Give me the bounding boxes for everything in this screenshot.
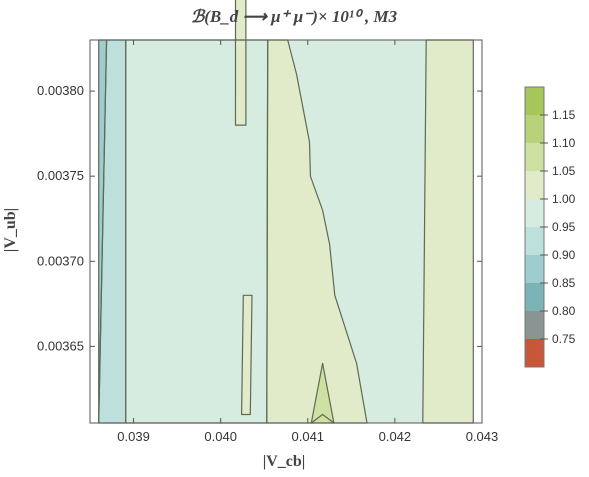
colorbar-tick-label: 1.05 — [552, 164, 576, 178]
contour-regions — [98, 0, 474, 423]
x-tick-label: 0.040 — [204, 429, 237, 444]
colorbar-band-6 — [525, 171, 544, 199]
y-tick-label: 0.00370 — [37, 253, 84, 268]
y-axis: 0.00365 0.00370 0.00375 0.00380 — [37, 83, 482, 353]
contour-region-0 — [98, 40, 126, 423]
contour-region-3 — [266, 40, 367, 423]
colorbar-band-2 — [525, 283, 544, 311]
colorbar-tick-label: 0.90 — [552, 248, 576, 262]
colorbar-tick-label: 1.00 — [552, 192, 576, 206]
x-tick-label: 0.041 — [292, 429, 325, 444]
contour-line-5 — [241, 294, 253, 416]
colorbar-tick-label: 0.75 — [552, 332, 576, 346]
colorbar-band-0 — [525, 339, 544, 367]
colorbar-band-4 — [525, 227, 544, 255]
colorbar-band-1 — [525, 311, 544, 339]
colorbar-tick-label: 0.95 — [552, 220, 576, 234]
y-tick-label: 0.00380 — [37, 83, 84, 98]
colorbar-tick-label: 1.15 — [552, 108, 576, 122]
chart-title: ℬ(B_d ⟶ μ⁺ μ⁻)× 10¹⁰ , M3 — [191, 7, 398, 26]
contour-region-6 — [235, 0, 246, 126]
x-tick-label: 0.039 — [117, 429, 150, 444]
x-axis-label: |V_cb| — [263, 453, 306, 470]
x-axis: 0.039 0.040 0.041 0.042 0.043 — [117, 40, 498, 444]
y-axis-label: |V_ub| — [2, 208, 19, 252]
colorbar-band-9 — [525, 87, 544, 115]
x-tick-label: 0.042 — [379, 429, 412, 444]
colorbar-band-5 — [525, 199, 544, 227]
colorbar-legend: 0.75 0.80 0.85 0.90 0.95 1.00 1.05 1.10 1.15 — [524, 86, 576, 368]
colorbar-tick-label: 0.80 — [552, 304, 576, 318]
colorbar-band-3 — [525, 255, 544, 283]
contour-line-6 — [234, 0, 247, 126]
colorbar-band-7 — [525, 143, 544, 171]
contour-region-4 — [422, 40, 474, 423]
contour-region-7 — [311, 363, 334, 423]
y-tick-label: 0.00365 — [37, 338, 84, 353]
contour-region-5 — [241, 295, 252, 415]
plot-frame — [89, 39, 483, 424]
x-tick-label: 0.043 — [466, 429, 499, 444]
colorbar-tick-label: 1.10 — [552, 136, 576, 150]
contour-line-3 — [266, 39, 368, 424]
contour-region-2 — [125, 40, 268, 423]
colorbar-tick-label: 0.85 — [552, 276, 576, 290]
colorbar-band-8 — [525, 115, 544, 143]
y-tick-label: 0.00375 — [37, 168, 84, 183]
